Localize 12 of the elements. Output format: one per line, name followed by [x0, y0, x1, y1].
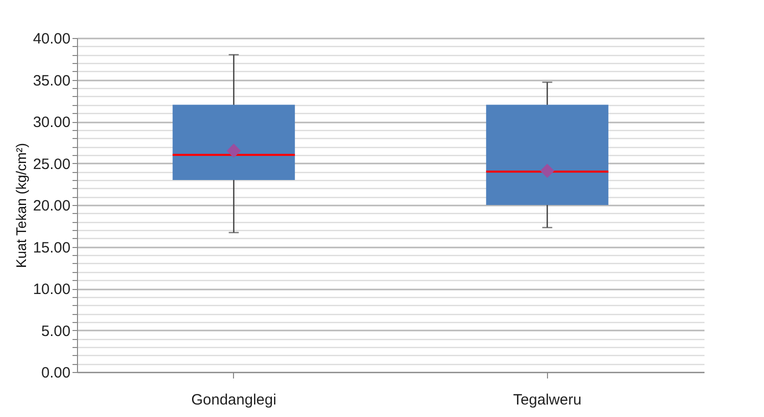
- y-tick-label: 35.00: [32, 72, 70, 90]
- y-tick-label: 25.00: [32, 156, 70, 173]
- y-tick-label: 0.00: [41, 364, 70, 382]
- x-tick-label: Tegalweru: [513, 392, 582, 408]
- y-tick-label: 10.00: [32, 281, 70, 298]
- y-tick-label: 5.00: [41, 322, 70, 340]
- x-tick-label: Gondanglegi: [191, 392, 276, 408]
- y-axis-title: Kuat Tekan (kg/cm²): [12, 142, 29, 268]
- y-tick-label: 40.00: [32, 30, 70, 48]
- y-tick-label: 15.00: [32, 239, 70, 256]
- y-tick-label: 20.00: [32, 198, 70, 214]
- y-tick-label: 30.00: [32, 114, 70, 131]
